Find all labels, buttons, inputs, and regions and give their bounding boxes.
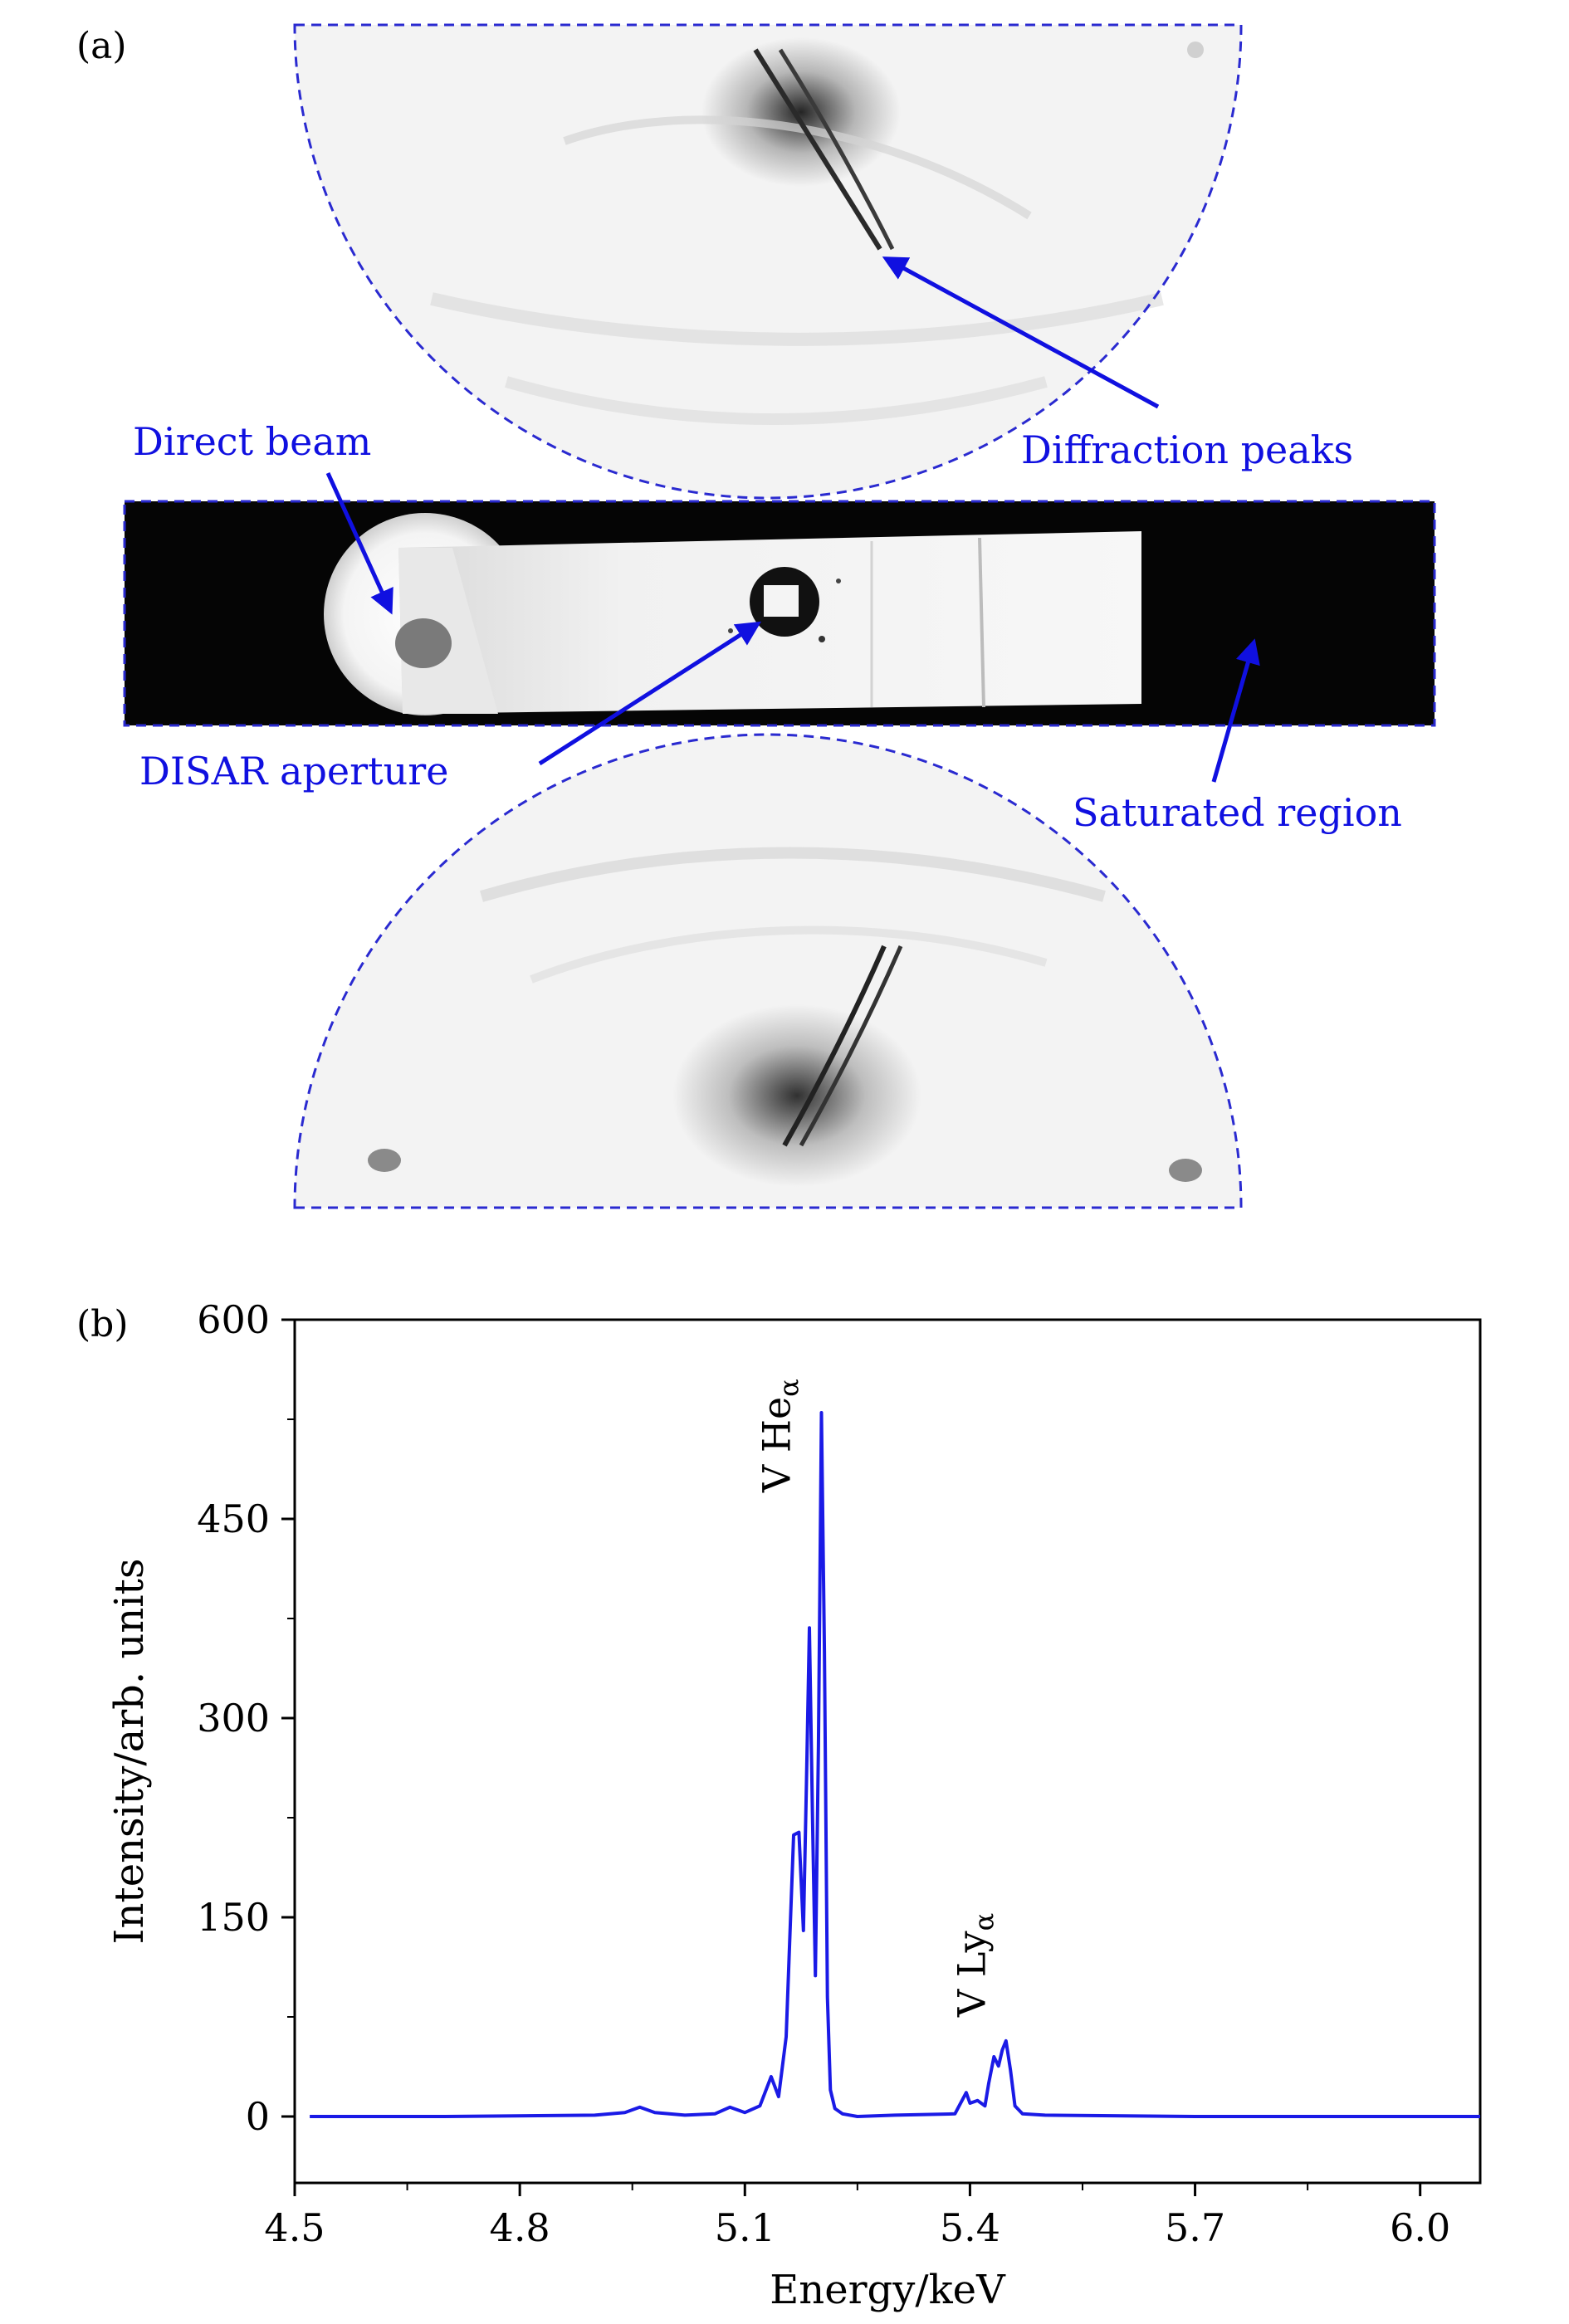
y-tick-label: 0 xyxy=(246,2094,270,2139)
peak-label: V Heα xyxy=(755,1379,805,1493)
top-detector-outline xyxy=(293,23,1243,500)
diffraction-peaks-arrow xyxy=(882,256,1160,409)
disar-aperture-label: DISAR aperture xyxy=(139,749,448,793)
saturated-region-arrow xyxy=(1211,638,1260,783)
y-tick-label: 300 xyxy=(197,1696,270,1741)
peak-labels: V Heα V Lyα xyxy=(755,1379,1000,2018)
x-tick-label: 5.1 xyxy=(715,2205,775,2250)
top-detector-image xyxy=(295,25,1241,498)
x-tick-label: 5.4 xyxy=(940,2205,1000,2250)
x-axis-title: Energy/keV xyxy=(770,2267,1006,2313)
x-tick-label: 4.8 xyxy=(490,2205,550,2250)
axis-ticks xyxy=(281,1318,1422,2196)
panel-b-label: (b) xyxy=(76,1303,129,1345)
bottom-detector-outline xyxy=(293,733,1243,1209)
x-tick-label: 5.7 xyxy=(1165,2205,1225,2250)
spectrum-series-line xyxy=(310,1411,1480,2118)
y-tick-label: 600 xyxy=(197,1297,270,1342)
panel-a-label: (a) xyxy=(76,25,127,67)
disar-aperture-arrow xyxy=(538,621,762,766)
spectrum-chart: 4.5 4.8 5.1 5.4 5.7 6.0 0 150 300 450 600 Energy/k… xyxy=(106,1297,1482,2313)
plot-frame xyxy=(293,1318,1482,2185)
detector-strip-outline xyxy=(123,500,1436,727)
x-tick-label: 6.0 xyxy=(1390,2205,1450,2250)
detector-strip-image xyxy=(125,501,1435,725)
peak-label: V Lyα xyxy=(949,1913,1000,2018)
x-tick-label: 4.5 xyxy=(264,2205,325,2250)
saturated-region-label: Saturated region xyxy=(1073,790,1402,835)
direct-beam-label: Direct beam xyxy=(133,419,371,464)
diffraction-peaks-label: Diffraction peaks xyxy=(1021,427,1353,472)
y-tick-label: 450 xyxy=(197,1496,270,1541)
axis-tick-labels: 4.5 4.8 5.1 5.4 5.7 6.0 0 150 300 450 600 xyxy=(197,1297,1450,2250)
y-axis-title: Intensity/arb. units xyxy=(106,1559,153,1945)
bottom-detector-image xyxy=(295,735,1241,1208)
direct-beam-arrow xyxy=(325,471,393,615)
y-tick-label: 150 xyxy=(197,1895,270,1940)
